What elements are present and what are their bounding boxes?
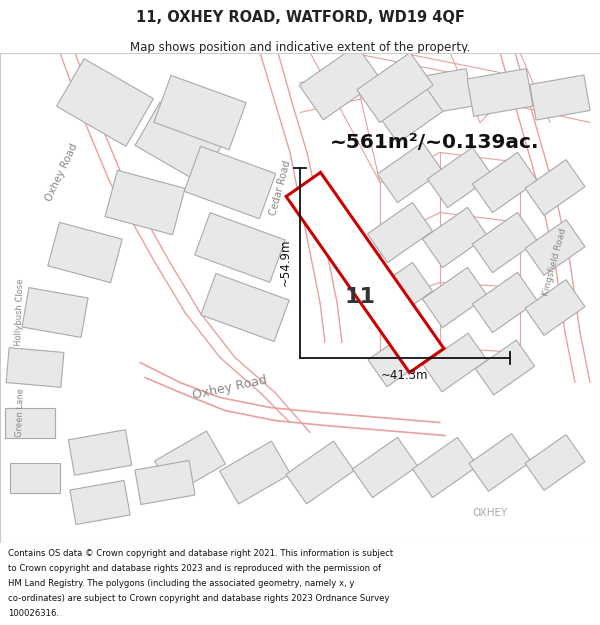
Polygon shape — [367, 202, 433, 262]
Text: HM Land Registry. The polygons (including the associated geometry, namely x, y: HM Land Registry. The polygons (includin… — [8, 579, 354, 588]
Polygon shape — [472, 213, 538, 272]
Text: Hollybush Close: Hollybush Close — [14, 279, 26, 346]
Polygon shape — [105, 170, 185, 235]
Polygon shape — [6, 348, 64, 388]
Polygon shape — [184, 146, 276, 219]
Polygon shape — [377, 82, 443, 143]
Polygon shape — [70, 481, 130, 524]
Text: ~54.9m: ~54.9m — [279, 239, 292, 286]
Polygon shape — [407, 69, 473, 116]
Polygon shape — [472, 272, 538, 332]
Polygon shape — [472, 152, 538, 213]
Polygon shape — [10, 462, 60, 492]
Polygon shape — [423, 333, 487, 392]
Polygon shape — [422, 268, 488, 328]
Polygon shape — [220, 441, 290, 504]
Polygon shape — [48, 222, 122, 282]
Polygon shape — [299, 45, 381, 120]
Polygon shape — [286, 441, 354, 504]
Text: 11: 11 — [344, 288, 376, 308]
Polygon shape — [368, 328, 432, 387]
Polygon shape — [135, 102, 225, 183]
Text: co-ordinates) are subject to Crown copyright and database rights 2023 Ordnance S: co-ordinates) are subject to Crown copyr… — [8, 594, 389, 603]
Text: OXHEY: OXHEY — [472, 508, 508, 518]
Text: Green Lane: Green Lane — [14, 388, 25, 437]
Polygon shape — [5, 408, 55, 437]
Polygon shape — [377, 142, 443, 202]
Polygon shape — [530, 75, 590, 120]
Polygon shape — [525, 159, 585, 216]
Text: 11, OXHEY ROAD, WATFORD, WD19 4QF: 11, OXHEY ROAD, WATFORD, WD19 4QF — [136, 11, 464, 26]
Polygon shape — [155, 431, 226, 494]
Text: 100026316.: 100026316. — [8, 609, 59, 618]
Polygon shape — [201, 274, 289, 341]
Polygon shape — [22, 288, 88, 338]
Text: Contains OS data © Crown copyright and database right 2021. This information is : Contains OS data © Crown copyright and d… — [8, 549, 393, 558]
Polygon shape — [135, 461, 195, 504]
Polygon shape — [286, 173, 444, 372]
Polygon shape — [525, 219, 585, 276]
Polygon shape — [154, 76, 246, 149]
Polygon shape — [68, 430, 131, 475]
Polygon shape — [427, 148, 493, 208]
Polygon shape — [56, 59, 154, 146]
Polygon shape — [467, 69, 533, 116]
Text: Oxhey Road: Oxhey Road — [191, 373, 268, 402]
Polygon shape — [352, 438, 418, 498]
Polygon shape — [367, 262, 433, 322]
Polygon shape — [469, 434, 531, 491]
Text: Map shows position and indicative extent of the property.: Map shows position and indicative extent… — [130, 41, 470, 54]
Text: Cedar Road: Cedar Road — [268, 159, 292, 216]
Polygon shape — [525, 279, 585, 336]
Polygon shape — [195, 213, 285, 282]
Polygon shape — [422, 208, 488, 268]
Text: Kingsfield Road: Kingsfield Road — [542, 228, 568, 298]
Polygon shape — [357, 52, 433, 122]
Text: ~41.3m: ~41.3m — [381, 369, 429, 382]
Polygon shape — [412, 438, 478, 498]
Text: to Crown copyright and database rights 2023 and is reproduced with the permissio: to Crown copyright and database rights 2… — [8, 564, 381, 573]
Text: Oxhey Road: Oxhey Road — [44, 142, 80, 203]
Text: ~561m²/~0.139ac.: ~561m²/~0.139ac. — [330, 133, 539, 152]
Polygon shape — [475, 340, 535, 395]
Polygon shape — [525, 434, 585, 491]
